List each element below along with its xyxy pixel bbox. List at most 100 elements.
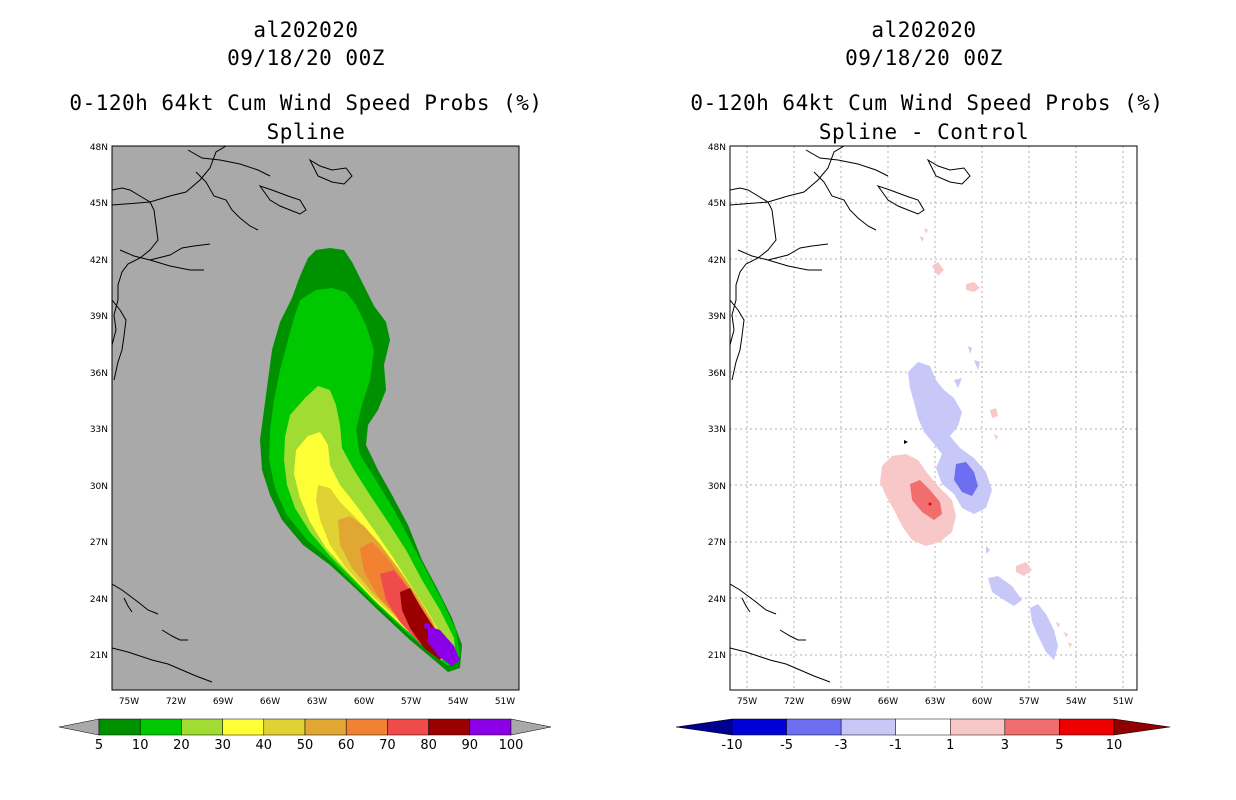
colorbar-label: 80 [420,738,437,753]
lat-label: 21N [90,651,108,661]
coastline [112,146,353,683]
lon-label: 54W [448,697,468,707]
datetime: 09/18/20 00Z [227,46,385,70]
colorbar-under-triangle [675,718,733,736]
lat-label: 42N [90,256,108,266]
colorbar-label: 10 [1106,738,1123,753]
lat-label: 42N [708,256,726,266]
colorbar-label: -1 [889,738,902,753]
lon-label: 63W [925,697,945,707]
colorbar-label: 70 [379,738,396,753]
lon-label: 75W [119,697,139,707]
colorbar-label: -10 [721,738,742,753]
lon-axis: 75W 72W 69W 66W 63W 60W 57W 54W 51W [119,697,515,707]
lat-label: 24N [90,595,108,605]
colorbar-swatch [139,718,182,736]
contour-90 [428,626,460,666]
colorbar-label: 50 [297,738,314,753]
lat-label: 27N [90,538,108,548]
map-difference: 48N 45N 42N 39N 36N 33N 30N 27N 24N 21N … [675,143,1171,753]
subtitle: Spline [266,120,346,144]
lat-label: 30N [708,482,726,492]
colorbar-swatch [181,718,223,736]
colorbar-swatch [950,718,1006,736]
panel-difference: al202020 09/18/20 00Z 0-120h 64kt Cum Wi… [618,0,1236,800]
colorbar-swatch [469,718,512,736]
lon-label: 51W [495,697,515,707]
lat-label: 45N [90,199,108,209]
storm-id: al202020 [253,18,359,42]
colorbar-label: 5 [95,738,103,753]
product-title: 0-120h 64kt Cum Wind Speed Probs (%) [690,91,1164,115]
map-spline: 48N 45N 42N 39N 36N 33N 30N 27N 24N 21N … [58,143,552,753]
coastline [730,146,971,683]
lat-label: 48N [90,143,108,153]
colorbar-swatch [98,718,141,736]
colorbar-label: 5 [1055,738,1063,753]
colorbar-label: 20 [173,738,190,753]
lon-label: 75W [737,697,757,707]
colorbar-swatch [1004,718,1060,736]
lat-axis: 48N 45N 42N 39N 36N 33N 30N 27N 24N 21N [90,143,108,661]
colorbar-label: 90 [462,738,479,753]
lon-label: 54W [1066,697,1086,707]
lon-label: 69W [213,697,233,707]
colorbar-swatch [263,718,306,736]
subtitle: Spline - Control [818,120,1030,144]
colorbar-label: 60 [338,738,355,753]
lat-label: 24N [708,595,726,605]
lon-label: 69W [831,697,851,707]
difference-contours [880,228,1072,660]
colorbar-swatch [840,718,896,736]
grid-lines [730,146,1137,690]
lat-label: 39N [708,312,726,322]
lon-label: 72W [784,697,804,707]
product-title: 0-120h 64kt Cum Wind Speed Probs (%) [69,91,543,115]
lat-label: 39N [90,312,108,322]
storm-id: al202020 [871,18,977,42]
datetime: 09/18/20 00Z [845,46,1003,70]
lon-label: 63W [307,697,327,707]
lat-label: 36N [708,369,726,379]
colorbar-over-triangle [510,718,552,736]
lon-label: 72W [166,697,186,707]
colorbar-swatch [304,718,347,736]
colorbar-label: 3 [1001,738,1009,753]
colorbar-label: 10 [132,738,149,753]
colorbar-label: 1 [946,738,954,753]
lat-label: 45N [708,199,726,209]
colorbar-swatch [731,718,787,736]
lat-label: 27N [708,538,726,548]
colorbar-label: -5 [780,738,793,753]
colorbar-swatch [786,718,842,736]
colorbar-label: -3 [835,738,848,753]
colorbar-swatch [222,718,265,736]
lon-label: 60W [354,697,374,707]
lat-label: 30N [90,482,108,492]
lon-label: 57W [1019,697,1039,707]
colorbar-spline: 5 10 20 30 40 50 60 70 80 90 100 [58,718,552,753]
colorbar-under-triangle [58,718,100,736]
colorbar-swatch [428,718,471,736]
lon-label: 51W [1113,697,1133,707]
colorbar-difference: -10 -5 -3 -1 1 3 5 10 [675,718,1171,753]
lon-axis: 75W 72W 69W 66W 63W 60W 57W 54W 51W [737,697,1133,707]
colorbar-over-triangle [1113,718,1171,736]
colorbar-label: 40 [256,738,273,753]
colorbar-label: 30 [214,738,231,753]
lon-label: 66W [878,697,898,707]
colorbar-swatch [1059,718,1115,736]
colorbar-label: 100 [499,738,524,753]
lat-label: 33N [90,425,108,435]
lat-label: 33N [708,425,726,435]
colorbar-swatch [345,718,388,736]
panel-spline: al202020 09/18/20 00Z 0-120h 64kt Cum Wi… [58,18,552,753]
colorbar-swatch [387,718,429,736]
lat-label: 48N [708,143,726,153]
lon-label: 66W [260,697,280,707]
probability-contours [112,146,462,683]
lon-label: 60W [972,697,992,707]
colorbar-swatch [895,718,951,736]
lon-label: 57W [401,697,421,707]
lat-axis: 48N 45N 42N 39N 36N 33N 30N 27N 24N 21N [708,143,726,661]
